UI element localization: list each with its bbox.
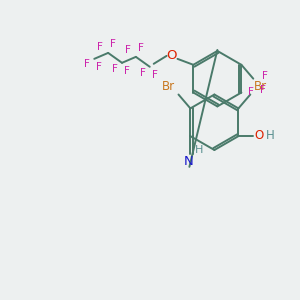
Text: F: F: [248, 86, 254, 97]
Text: F: F: [152, 70, 158, 80]
Text: H: H: [195, 145, 203, 155]
Text: F: F: [140, 68, 146, 78]
Text: F: F: [97, 42, 103, 52]
Text: F: F: [124, 66, 130, 76]
Text: Br: Br: [254, 80, 267, 93]
Text: F: F: [96, 62, 102, 72]
Text: F: F: [110, 39, 116, 49]
Text: Br: Br: [162, 80, 175, 93]
Text: F: F: [138, 43, 144, 53]
Text: H: H: [266, 129, 275, 142]
Text: F: F: [112, 64, 118, 74]
Text: O: O: [254, 129, 263, 142]
Text: N: N: [184, 155, 193, 168]
Text: F: F: [262, 71, 268, 81]
Text: O: O: [166, 50, 177, 62]
Text: F: F: [125, 45, 131, 55]
Text: F: F: [84, 59, 90, 69]
Text: F: F: [260, 85, 266, 94]
